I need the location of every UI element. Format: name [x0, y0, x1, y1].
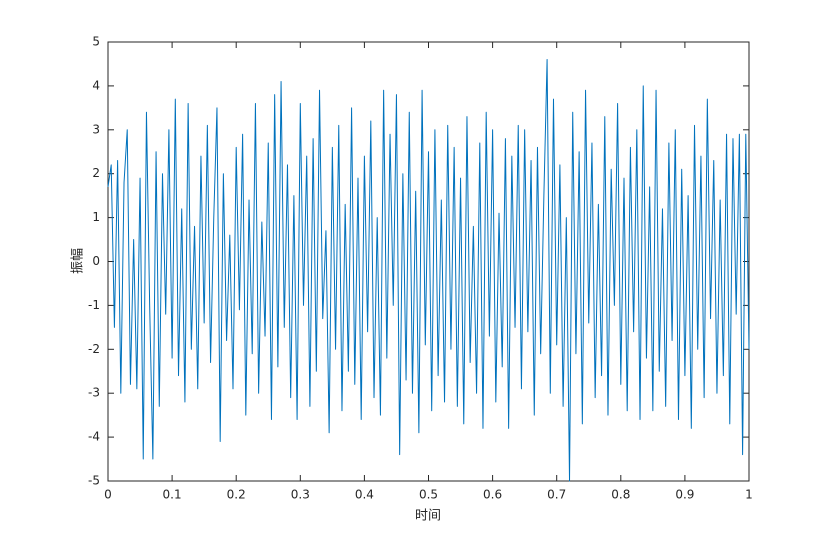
- x-axis-label: 时间: [415, 509, 441, 524]
- x-tick-label: 0.3: [291, 488, 310, 502]
- y-tick-label: 0: [92, 254, 100, 268]
- x-tick-label: 0: [104, 488, 112, 502]
- x-tick-label: 0.4: [355, 488, 374, 502]
- y-axis-label: 振幅: [71, 248, 86, 274]
- y-tick-label: 1: [92, 210, 100, 224]
- x-tick-label: 0.7: [547, 488, 566, 502]
- y-tick-label: 4: [92, 78, 100, 92]
- y-tick-label: -2: [88, 342, 100, 356]
- x-tick-label: 0.8: [611, 488, 630, 502]
- x-tick-label: 0.1: [163, 488, 182, 502]
- x-tick-label: 0.2: [227, 488, 246, 502]
- x-tick-label: 0.9: [675, 488, 694, 502]
- y-tick-label: -4: [88, 430, 100, 444]
- y-tick-label: -3: [88, 386, 100, 400]
- x-tick-label: 0.5: [419, 488, 438, 502]
- x-tick-label: 0.6: [483, 488, 502, 502]
- x-tick-label: 1: [745, 488, 753, 502]
- signal-line: [107, 59, 750, 482]
- y-tick-label: -5: [88, 474, 100, 488]
- y-tick-label: 5: [92, 35, 100, 49]
- y-tick-label: -1: [88, 298, 100, 312]
- y-tick-label: 3: [92, 122, 100, 136]
- y-tick-label: 2: [92, 166, 100, 180]
